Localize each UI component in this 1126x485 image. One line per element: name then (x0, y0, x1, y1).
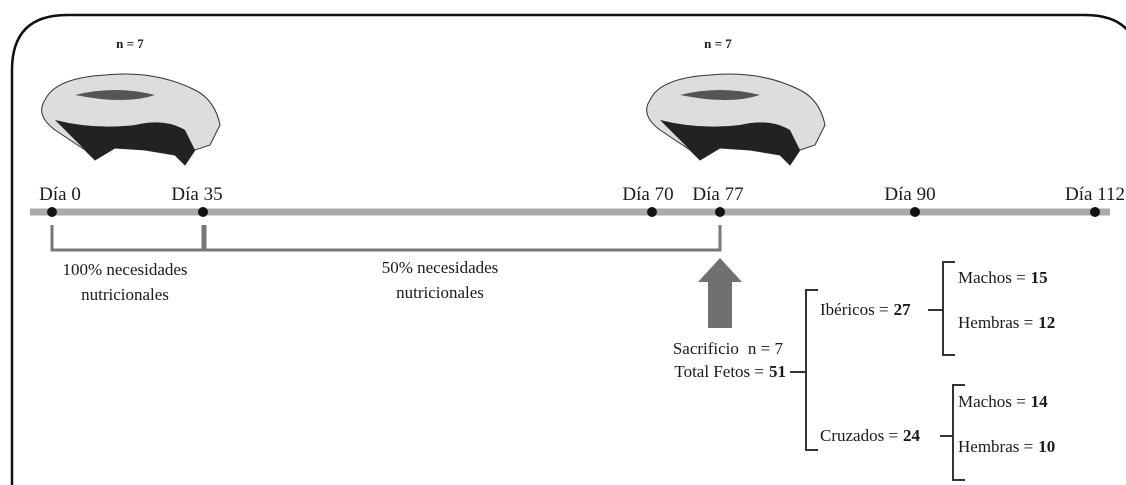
period-label: 100% necesidades (62, 260, 187, 279)
breed-name: Cruzados = (820, 426, 898, 445)
timeline-point (910, 207, 920, 217)
total-label: Total Fetos = (674, 362, 764, 381)
day-label: Día 77 (692, 184, 743, 205)
breed-label: Cruzados = 24 (820, 426, 921, 445)
sex-name: Hembras = (958, 313, 1033, 332)
arrow (698, 258, 742, 328)
diagram: n = 7 n = 7 Día 0 Día 35 Día 70 Día 77 Día 90 D… (0, 0, 1126, 485)
timeline-point (647, 207, 657, 217)
sex-label: Hembras = 10 (958, 437, 1055, 456)
sex-name: Machos = (958, 392, 1026, 411)
sex-count: 15 (1031, 268, 1048, 287)
period-label: nutricionales (81, 285, 169, 304)
timeline-point (1090, 207, 1100, 217)
total-bracket (790, 290, 818, 450)
pig-icon (647, 74, 825, 165)
total-fetuses: Total Fetos = 51 (674, 362, 786, 381)
breed-count: 27 (894, 300, 912, 319)
breed-bracket (928, 262, 955, 355)
pig-icon (42, 74, 220, 165)
day-label: Día 90 (884, 184, 935, 205)
sex-count: 10 (1038, 437, 1055, 456)
day-label: Día 35 (171, 184, 222, 205)
sex-name: Hembras = (958, 437, 1033, 456)
breed-count: 24 (903, 426, 921, 445)
timeline-point (198, 207, 208, 217)
sacrifice-n: n = 7 (748, 339, 784, 358)
pig-count: n = 7 (704, 36, 732, 51)
sacrifice-label: Sacrificio n = 7 (673, 339, 784, 358)
day-label: Día 112 (1065, 184, 1125, 205)
sex-count: 14 (1031, 392, 1049, 411)
timeline-point (47, 207, 57, 217)
period-brackets (52, 225, 720, 250)
period-label: nutricionales (396, 283, 484, 302)
sex-count: 12 (1038, 313, 1055, 332)
sex-name: Machos = (958, 268, 1026, 287)
sex-label: Machos = 15 (958, 268, 1048, 287)
breed-label: Ibéricos = 27 (820, 300, 911, 319)
pig-count: n = 7 (116, 36, 144, 51)
sex-label: Machos = 14 (958, 392, 1048, 411)
period-label: 50% necesidades (382, 258, 499, 277)
sex-label: Hembras = 12 (958, 313, 1055, 332)
day-label: Día 0 (39, 184, 81, 205)
breed-name: Ibéricos = (820, 300, 889, 319)
timeline-point (715, 207, 725, 217)
sacrifice-text: Sacrificio (673, 339, 739, 358)
day-label: Día 70 (622, 184, 673, 205)
total-value: 51 (769, 362, 786, 381)
